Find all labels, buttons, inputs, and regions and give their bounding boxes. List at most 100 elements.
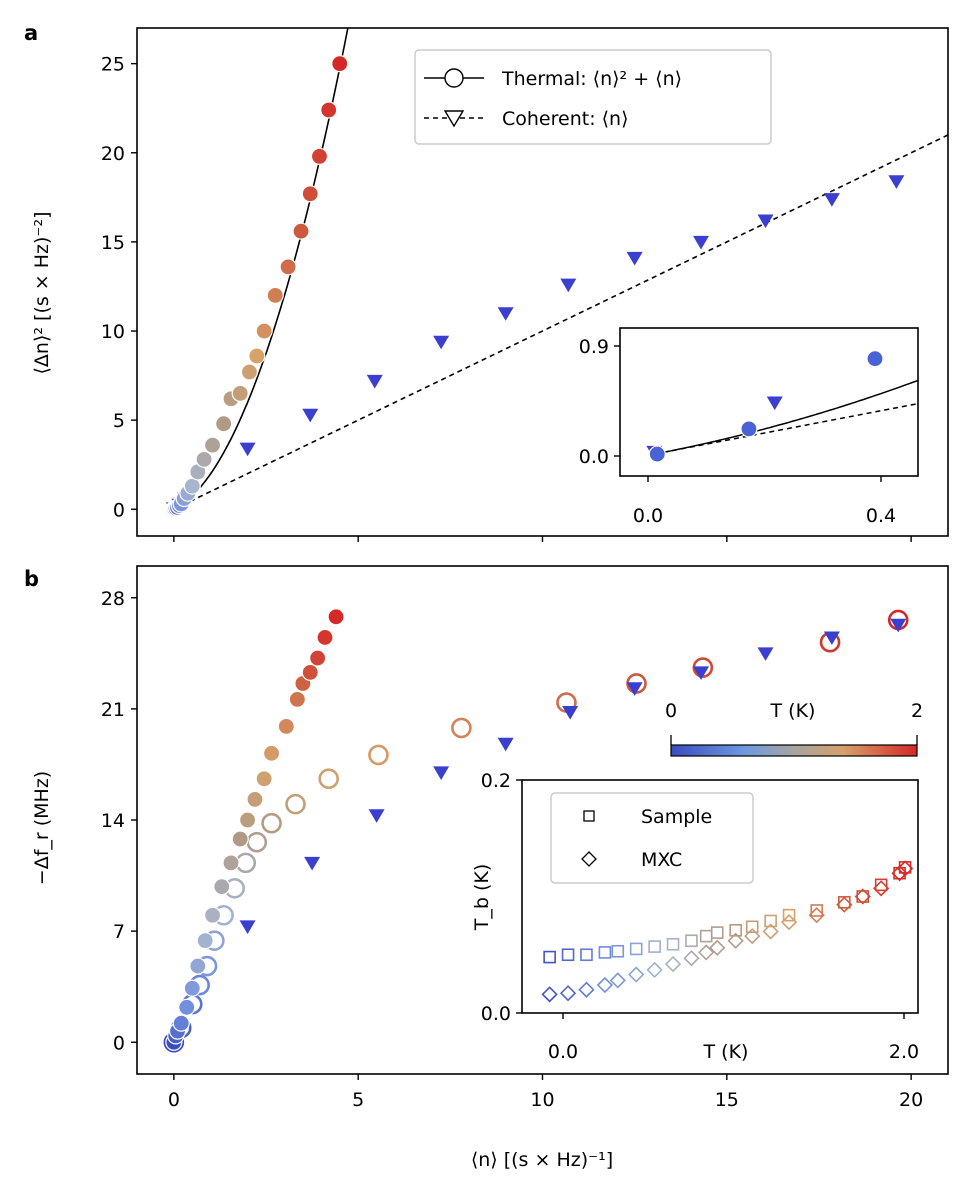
thermal-filled-point — [255, 770, 273, 788]
mxc-point — [596, 976, 614, 994]
mxc-point — [896, 860, 914, 877]
panel-a-ylabel: ⟨Δn⟩² [(s × Hz)⁻²] — [31, 212, 53, 375]
coherent-point — [562, 706, 579, 720]
thermal-open-point — [451, 717, 472, 739]
thermal-point — [248, 347, 266, 365]
colorbar-min-label: 0 — [665, 700, 677, 722]
thermal-filled-point — [309, 649, 327, 667]
thermal-point — [266, 286, 284, 304]
sample-point — [782, 908, 796, 922]
thermal-filled-point — [213, 878, 231, 896]
legend-sample-label: Sample — [641, 806, 712, 828]
panel-b-ytick-label: 7 — [113, 921, 125, 943]
inset-a-thermal-point — [648, 445, 666, 463]
inset-a-xtick-label: 0.4 — [866, 505, 896, 527]
thermal-point — [240, 363, 259, 381]
mxc-point — [854, 888, 871, 905]
thermal-filled-point — [238, 811, 257, 829]
panel-b-label: b — [24, 567, 39, 591]
sample-point — [561, 948, 575, 962]
legend-coherent-label: Coherent: ⟨n⟩ — [502, 108, 629, 130]
inset-a-coherent-fit — [654, 402, 918, 455]
legend-thermal-marker — [444, 68, 464, 88]
inset-a-plot-area — [646, 350, 918, 463]
panel-b-ytick-label: 0 — [113, 1032, 125, 1054]
coherent-point — [757, 647, 774, 661]
colorbar-max-label: 2 — [911, 700, 923, 722]
coherent-point — [368, 809, 385, 823]
panel-a-ticks: 0 5 10 15 20 25 — [101, 54, 912, 542]
thermal-point — [183, 477, 201, 495]
thermal-filled-point — [231, 830, 249, 848]
panel-b-xtick-label: 0 — [168, 1089, 180, 1111]
inset-b-legend: Sample MXC — [550, 792, 754, 884]
inset-b-legend-frame — [550, 792, 754, 884]
coherent-point — [823, 631, 840, 646]
sample-point — [580, 948, 593, 962]
sample-point — [648, 940, 661, 953]
sample-point — [611, 944, 625, 958]
mxc-point — [762, 923, 779, 940]
thermal-filled-point — [178, 998, 196, 1016]
thermal-open-point — [246, 831, 268, 853]
inset-b-ytick-label: 0.0 — [481, 1003, 511, 1025]
inset-a-ytick-label: 0.9 — [579, 336, 609, 358]
coherent-fit-line — [173, 134, 948, 510]
thermal-filled-point — [262, 744, 281, 762]
sample-point — [764, 914, 777, 928]
coherent-point — [302, 408, 319, 423]
sample-point — [629, 942, 643, 956]
sample-point — [666, 937, 680, 951]
coherent-point — [626, 682, 643, 696]
panel-a-ytick-label: 15 — [101, 232, 125, 254]
thermal-point — [331, 55, 349, 73]
sample-point — [543, 950, 556, 964]
thermal-point — [255, 322, 273, 340]
panel-b-ytick-label: 14 — [101, 810, 125, 832]
legend-mxc-marker — [581, 851, 597, 867]
mxc-point — [698, 944, 715, 961]
panel-b-ylabel: −Δf_r (MHz) — [31, 771, 53, 885]
thermal-point — [301, 185, 319, 203]
coherent-point — [693, 235, 710, 250]
sample-point — [710, 926, 724, 939]
inset-b-xlabel: T (K) — [703, 1041, 749, 1063]
panel-a-ytick-label: 10 — [101, 321, 125, 343]
legend-sample-marker — [583, 810, 595, 822]
colorbar-label: T (K) — [770, 700, 816, 722]
mxc-point — [780, 913, 798, 931]
thermal-point — [231, 384, 249, 403]
mxc-point — [664, 955, 682, 973]
sample-point — [745, 920, 759, 934]
coherent-point — [497, 307, 514, 321]
coherent-point — [497, 737, 514, 752]
panel-b-ytick-label: 21 — [101, 699, 125, 721]
thermal-filled-point — [316, 628, 334, 647]
thermal-point — [320, 101, 338, 119]
inset-a-ytick-label: 0.0 — [579, 446, 609, 468]
sample-point — [874, 878, 888, 892]
coherent-point — [433, 335, 450, 350]
thermal-point — [203, 436, 222, 454]
coherent-point — [560, 278, 577, 293]
mxc-point — [541, 986, 558, 1003]
thermal-filled-point — [277, 717, 295, 735]
inset-a-thermal-point — [740, 420, 758, 438]
coherent-point — [757, 214, 774, 229]
mxc-point — [609, 972, 626, 989]
mxc-point — [578, 981, 595, 998]
thermal-filled-point — [196, 932, 214, 950]
inset-a-xtick-label: 0.0 — [633, 505, 663, 527]
coherent-point — [366, 374, 383, 389]
coherent-point — [890, 618, 907, 633]
panel-b-xlabel: ⟨n⟩ [(s × Hz)⁻¹] — [471, 1149, 613, 1171]
inset-b-xtick-label: 2.0 — [889, 1041, 919, 1063]
coherent-point — [433, 766, 450, 780]
panel-a-ytick-label: 5 — [113, 410, 125, 432]
thermal-fit-line — [173, 28, 349, 511]
coherent-point — [239, 920, 256, 934]
thermal-open-point — [318, 768, 339, 790]
legend-mxc-label: MXC — [641, 849, 682, 871]
